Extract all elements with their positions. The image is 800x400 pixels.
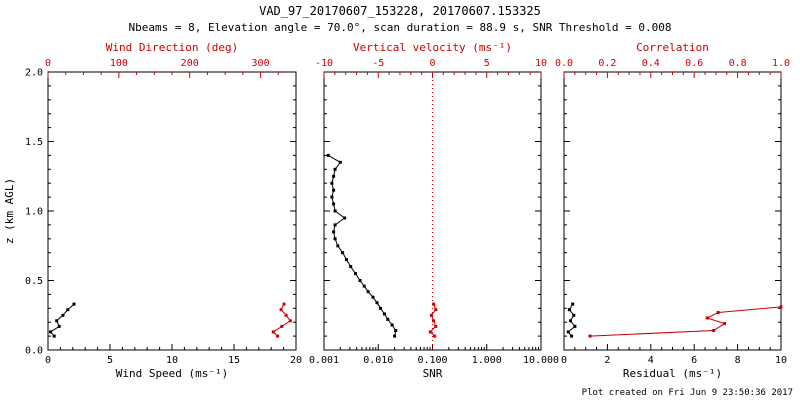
x-tick-label: 8 xyxy=(735,355,741,366)
top-tick-label: 10 xyxy=(535,58,547,69)
wind-direction-markers xyxy=(271,302,292,338)
top-tick-label: 5 xyxy=(484,58,490,69)
x-tick-label: 0.010 xyxy=(363,355,393,366)
top-tick-label: 0.4 xyxy=(642,58,660,69)
x-tick-label: 10.000 xyxy=(523,355,559,366)
x-axis-bottom: 0 5 10 15 20 Wind Speed (ms⁻¹) xyxy=(45,344,302,380)
x-axis-top: 0 100 200 300 Wind Direction (deg) xyxy=(45,41,279,78)
x-tick-label: 0.001 xyxy=(309,355,339,366)
correlation-line xyxy=(589,306,782,337)
residual-markers xyxy=(566,302,577,338)
y-axis-label: z (km AGL) xyxy=(3,178,16,244)
x-axis-title: Residual (ms⁻¹) xyxy=(623,367,722,380)
x-tick-label: 1.000 xyxy=(472,355,502,366)
top-tick-label: -5 xyxy=(372,58,384,69)
x-tick-label: 5 xyxy=(107,355,113,366)
top-tick-label: 1.0 xyxy=(772,58,790,69)
y-tick-label: 0.0 xyxy=(25,346,43,357)
x-axis-top: 0.0 0.2 0.4 0.6 0.8 1.0 Correlation xyxy=(555,41,790,78)
top-tick-label: 0.0 xyxy=(555,58,573,69)
top-tick-label: 0.8 xyxy=(729,58,747,69)
x-axis-title: Wind Speed (ms⁻¹) xyxy=(116,367,229,380)
x-tick-label: 2 xyxy=(604,355,610,366)
top-tick-label: 0.2 xyxy=(598,58,616,69)
x-axis-top: -10 -5 0 5 10 Vertical velocity (ms⁻¹) xyxy=(315,41,547,78)
x-axis-bottom: 0 2 4 6 8 10 Residual (ms⁻¹) xyxy=(561,344,787,380)
y-axis: 0.0 0.5 1.0 1.5 2.0 xyxy=(25,68,296,357)
panel-border xyxy=(47,71,297,351)
top-axis-title: Wind Direction (deg) xyxy=(106,41,238,54)
x-tick-label: 15 xyxy=(228,355,240,366)
y-tick-label: 2.0 xyxy=(25,68,43,79)
panel-residual-correlation: 0 2 4 6 8 10 Residual (ms⁻¹) 0.0 0.2 0.4 0.6 0.8 1.0… xyxy=(555,41,790,380)
x-tick-label: 10 xyxy=(775,355,787,366)
top-axis-title: Vertical velocity (ms⁻¹) xyxy=(353,41,512,54)
vertical-velocity-markers xyxy=(428,302,438,338)
correlation-markers xyxy=(588,305,783,338)
x-tick-label: 20 xyxy=(290,355,302,366)
plot-created-stamp: Plot created on Fri Jun 9 23:50:36 2017 xyxy=(582,388,793,398)
top-tick-label: 300 xyxy=(252,58,270,69)
top-tick-label: 200 xyxy=(181,58,199,69)
wind-speed-line xyxy=(49,303,75,337)
plot-subtitle: Nbeams = 8, Elevation angle = 70.0°, sca… xyxy=(128,21,671,34)
plot-title: VAD_97_20170607_153228, 20170607.153325 xyxy=(259,4,541,18)
top-axis-title: Correlation xyxy=(636,41,709,54)
panel-border xyxy=(563,71,782,351)
top-tick-label: 0 xyxy=(429,58,435,69)
y-tick-label: 1.0 xyxy=(25,207,43,218)
y-tick-label: 1.5 xyxy=(25,137,43,148)
y-axis xyxy=(324,71,541,351)
top-tick-label: -10 xyxy=(315,58,333,69)
x-axis-title: SNR xyxy=(423,367,443,380)
x-tick-label: 10 xyxy=(166,355,178,366)
x-tick-label: 4 xyxy=(648,355,654,366)
x-tick-label: 6 xyxy=(691,355,697,366)
wind-speed-markers xyxy=(49,302,76,338)
snr-markers xyxy=(326,153,398,338)
x-tick-label: 0.100 xyxy=(417,355,447,366)
x-tick-label: 0 xyxy=(45,355,51,366)
y-tick-label: 0.5 xyxy=(25,276,43,287)
top-tick-label: 0.6 xyxy=(685,58,703,69)
panel-snr-velocity: 0.001 0.010 0.100 1.000 10.000 SNR -10 -5 0 5 10 Ve… xyxy=(309,41,559,380)
x-tick-label: 0 xyxy=(561,355,567,366)
y-axis xyxy=(564,71,781,351)
top-tick-label: 0 xyxy=(45,58,51,69)
x-axis-bottom: 0.001 0.010 0.100 1.000 10.000 SNR xyxy=(309,344,559,380)
top-tick-label: 100 xyxy=(110,58,128,69)
